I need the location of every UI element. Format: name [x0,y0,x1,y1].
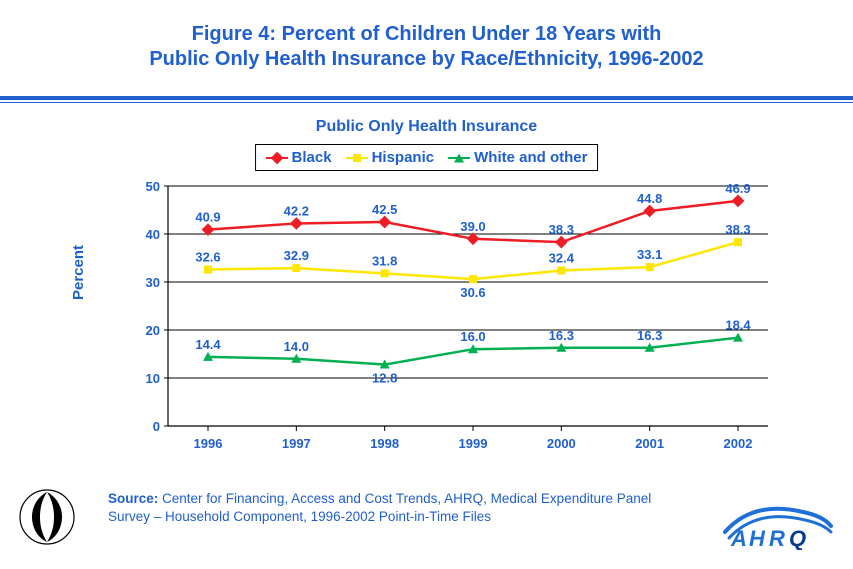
x-tick-label: 1998 [370,436,399,451]
source-text: Center for Financing, Access and Cost Tr… [108,491,651,524]
data-label: 16.3 [549,328,574,343]
triangle-marker-icon [454,153,464,162]
data-label: 46.9 [725,181,750,196]
legend-label: Hispanic [372,149,435,166]
y-tick-label: 20 [146,323,160,338]
x-tick-label: 1999 [459,436,488,451]
data-label: 31.8 [372,253,397,268]
figure-title-line2: Public Only Health Insurance by Race/Eth… [0,47,853,72]
legend-line [266,157,288,159]
legend-label: Black [292,149,332,166]
data-label: 44.8 [637,191,662,206]
data-label: 38.3 [549,222,574,237]
legend-line [346,157,368,159]
data-label: 18.4 [725,318,751,333]
legend-item: White and other [448,149,587,166]
data-label: 32.4 [549,250,575,265]
svg-text:A: A [730,526,747,550]
chart-legend: Black Hispanic White and other [255,144,599,171]
legend-item: Hispanic [346,149,435,166]
legend-item: Black [266,149,332,166]
diamond-marker-icon [290,217,303,230]
x-tick-label: 2001 [635,436,664,451]
square-marker-icon [292,264,300,272]
x-tick-label: 1997 [282,436,311,451]
chart-title: Public Only Health Insurance [0,118,853,136]
y-axis-label: Percent [70,245,87,300]
x-tick-label: 1996 [194,436,223,451]
source-citation: Source: Center for Financing, Access and… [108,490,693,525]
diamond-marker-icon [643,205,656,218]
y-tick-label: 10 [146,371,160,386]
data-label: 38.3 [725,222,750,237]
y-tick-label: 0 [153,419,160,434]
hhs-logo-icon [18,488,76,551]
data-label: 32.9 [284,248,309,263]
data-label: 16.3 [637,328,662,343]
data-label: 14.4 [195,337,221,352]
x-tick-label: 2002 [724,436,753,451]
data-label: 16.0 [460,329,485,344]
square-marker-icon [381,269,389,277]
svg-text:R: R [769,526,785,550]
y-tick-label: 50 [146,179,160,194]
data-label: 30.6 [460,285,485,300]
figure-title: Figure 4: Percent of Children Under 18 Y… [0,0,853,72]
diamond-marker-icon [732,195,745,208]
legend-label: White and other [474,149,587,166]
data-label: 40.9 [195,210,220,225]
source-label: Source: [108,491,162,506]
square-marker-icon [734,238,742,246]
data-label: 32.6 [195,250,220,265]
x-tick-label: 2000 [547,436,576,451]
square-marker-icon [204,266,212,274]
data-label: 39.0 [460,219,485,234]
title-underline [0,96,853,102]
diamond-marker-icon [378,216,391,229]
svg-text:Q: Q [789,526,806,550]
ahrq-logo-icon: A H R Q [723,502,833,555]
y-tick-label: 30 [146,275,160,290]
square-marker-icon [469,275,477,283]
data-label: 33.1 [637,247,662,262]
diamond-marker-icon [270,151,283,164]
y-tick-label: 40 [146,227,160,242]
legend-line [448,157,470,159]
line-chart: 0102030405019961997199819992000200120024… [128,180,778,430]
diamond-marker-icon [555,236,568,249]
data-label: 42.2 [284,203,309,218]
square-marker-icon [557,266,565,274]
data-label: 12.8 [372,371,397,386]
square-marker-icon [646,263,654,271]
data-label: 42.5 [372,202,397,217]
square-marker-icon [353,154,361,162]
data-label: 14.0 [284,339,309,354]
figure-title-line1: Figure 4: Percent of Children Under 18 Y… [0,22,853,47]
svg-text:H: H [749,526,766,550]
